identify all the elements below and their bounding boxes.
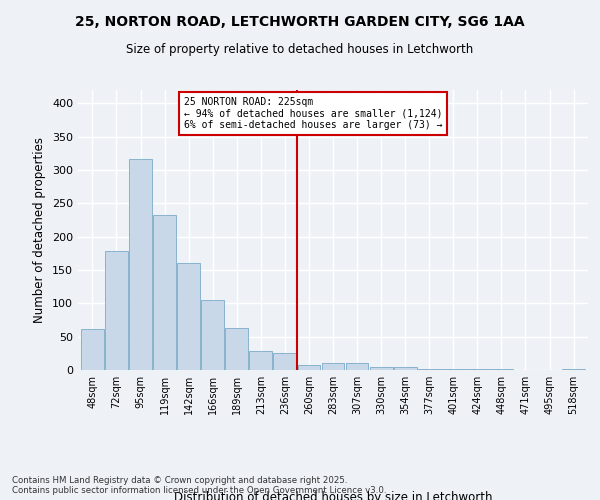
Bar xyxy=(346,364,368,370)
Bar xyxy=(250,350,272,370)
Text: Contains HM Land Registry data © Crown copyright and database right 2025.
Contai: Contains HM Land Registry data © Crown c… xyxy=(12,476,386,495)
Bar xyxy=(394,368,416,370)
Bar xyxy=(105,252,128,370)
Bar xyxy=(201,300,224,370)
Bar xyxy=(442,368,465,370)
Y-axis label: Number of detached properties: Number of detached properties xyxy=(34,137,46,323)
Bar xyxy=(322,364,344,370)
Text: 25, NORTON ROAD, LETCHWORTH GARDEN CITY, SG6 1AA: 25, NORTON ROAD, LETCHWORTH GARDEN CITY,… xyxy=(75,15,525,29)
Bar xyxy=(177,262,200,370)
X-axis label: Distribution of detached houses by size in Letchworth: Distribution of detached houses by size … xyxy=(174,490,492,500)
Text: 25 NORTON ROAD: 225sqm
← 94% of detached houses are smaller (1,124)
6% of semi-d: 25 NORTON ROAD: 225sqm ← 94% of detached… xyxy=(184,96,442,130)
Text: Size of property relative to detached houses in Letchworth: Size of property relative to detached ho… xyxy=(127,42,473,56)
Bar xyxy=(81,328,104,370)
Bar xyxy=(153,214,176,370)
Bar xyxy=(226,328,248,370)
Bar xyxy=(129,158,152,370)
Bar xyxy=(418,368,440,370)
Bar xyxy=(370,366,392,370)
Bar xyxy=(562,368,585,370)
Bar xyxy=(274,354,296,370)
Bar xyxy=(298,364,320,370)
